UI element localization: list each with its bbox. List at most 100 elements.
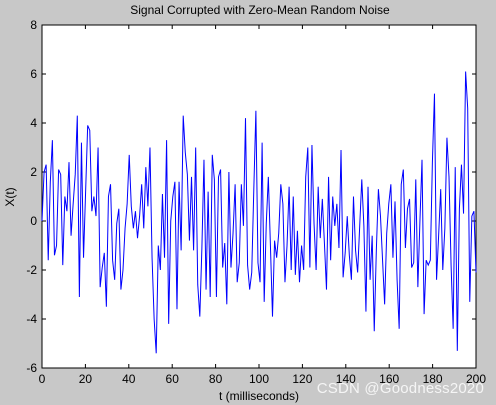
y-tick-label: -4 <box>26 312 37 326</box>
data-point <box>295 275 296 276</box>
data-point <box>179 181 180 182</box>
data-point <box>81 142 82 143</box>
data-point <box>382 260 383 261</box>
data-point <box>108 196 109 197</box>
data-point <box>135 211 136 212</box>
data-point <box>104 252 105 253</box>
data-point <box>397 279 398 280</box>
data-point <box>368 186 369 187</box>
data-point <box>363 226 364 227</box>
data-point <box>224 243 225 244</box>
data-point <box>447 137 448 138</box>
data-point <box>199 316 200 317</box>
data-point <box>278 233 279 234</box>
data-point <box>106 306 107 307</box>
data-point <box>328 177 329 178</box>
y-tick-label: -2 <box>26 263 37 277</box>
data-point <box>451 265 452 266</box>
data-point <box>52 140 53 141</box>
data-point <box>424 314 425 315</box>
data-point <box>228 172 229 173</box>
data-point <box>307 147 308 148</box>
data-point <box>405 248 406 249</box>
data-point <box>407 208 408 209</box>
data-point <box>214 179 215 180</box>
data-point <box>287 245 288 246</box>
data-point <box>353 196 354 197</box>
data-point <box>467 108 468 109</box>
data-point <box>118 208 119 209</box>
data-point <box>426 260 427 261</box>
data-point <box>87 125 88 126</box>
data-point <box>154 319 155 320</box>
data-point <box>160 270 161 271</box>
data-point <box>399 328 400 329</box>
data-point <box>322 199 323 200</box>
data-point <box>428 265 429 266</box>
data-point <box>359 226 360 227</box>
data-point <box>44 172 45 173</box>
data-point <box>390 184 391 185</box>
data-point <box>89 130 90 131</box>
data-point <box>67 211 68 212</box>
data-point <box>50 181 51 182</box>
data-point <box>258 262 259 263</box>
data-point <box>158 245 159 246</box>
data-point <box>253 189 254 190</box>
data-point <box>388 203 389 204</box>
data-point <box>378 189 379 190</box>
data-point <box>384 304 385 305</box>
data-point <box>141 184 142 185</box>
data-point <box>318 186 319 187</box>
data-point <box>309 267 310 268</box>
data-point <box>206 289 207 290</box>
data-point <box>114 279 115 280</box>
data-point <box>127 203 128 204</box>
data-point <box>143 228 144 229</box>
data-point <box>156 353 157 354</box>
data-point <box>299 282 300 283</box>
data-point <box>164 257 165 258</box>
x-tick-label: 20 <box>79 372 93 386</box>
data-point <box>336 203 337 204</box>
data-point <box>222 267 223 268</box>
data-point <box>191 177 192 178</box>
data-point <box>403 169 404 170</box>
y-axis-label: X(t) <box>3 187 17 206</box>
data-point <box>220 169 221 170</box>
x-tick-label: 80 <box>209 372 223 386</box>
data-point <box>417 287 418 288</box>
data-point <box>461 164 462 165</box>
data-point <box>442 270 443 271</box>
data-point <box>355 250 356 251</box>
data-point <box>440 189 441 190</box>
data-point <box>48 260 49 261</box>
data-point <box>370 279 371 280</box>
data-point <box>251 272 252 273</box>
x-tick-label: 120 <box>292 372 312 386</box>
data-point <box>349 255 350 256</box>
data-point <box>434 93 435 94</box>
signal-line <box>41 71 477 354</box>
data-point <box>237 282 238 283</box>
data-point <box>455 167 456 168</box>
data-point <box>110 184 111 185</box>
x-tick-label: 40 <box>122 372 136 386</box>
data-point <box>247 265 248 266</box>
data-point <box>474 211 475 212</box>
data-point <box>100 287 101 288</box>
data-point <box>305 177 306 178</box>
y-tick-labels: -6 -4 -2 0 2 4 6 8 <box>26 18 37 375</box>
data-point <box>73 203 74 204</box>
data-point <box>112 260 113 261</box>
data-point <box>324 243 325 244</box>
data-point <box>58 169 59 170</box>
data-point <box>239 262 240 263</box>
data-point <box>264 301 265 302</box>
data-point <box>357 272 358 273</box>
data-point <box>148 206 149 207</box>
data-point <box>268 177 269 178</box>
data-point <box>393 257 394 258</box>
data-point <box>334 226 335 227</box>
data-point <box>459 208 460 209</box>
